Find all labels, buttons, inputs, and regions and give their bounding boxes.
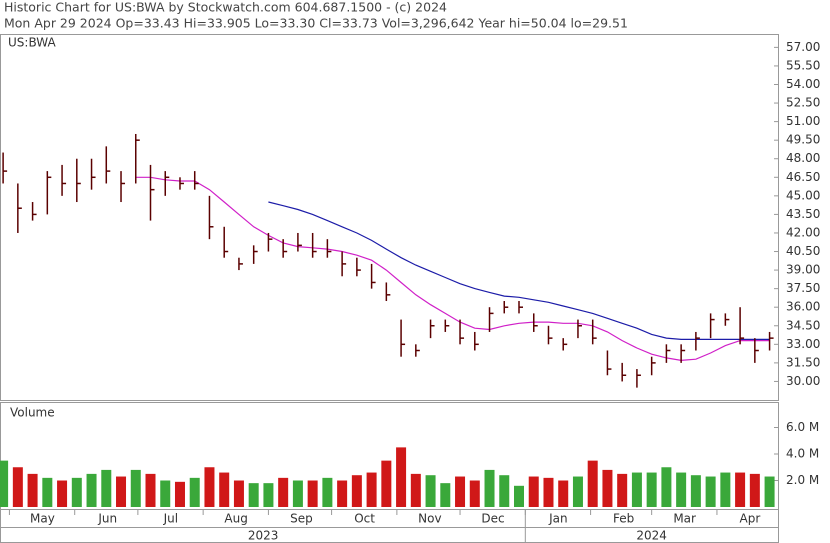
volume-bar [42,477,53,507]
volume-bar [189,477,200,507]
volume-bar [337,480,348,507]
symbol-label: US:BWA [8,36,56,50]
y-tick-label: 36.00 [786,300,820,314]
x-tick-label: Aug [224,512,247,526]
volume-bar [130,469,141,507]
volume-tick-label: 6.0 M [786,420,819,434]
x-tick-label: Jul [163,512,178,526]
volume-bar [12,467,23,507]
year-label: 2024 [636,529,667,543]
y-tick-label: 48.00 [786,151,820,165]
x-tick-label: Jun [97,512,117,526]
volume-bar [204,467,215,507]
volume-bar [351,475,362,507]
volume-bar [720,472,731,507]
y-tick-label: 46.50 [786,170,820,184]
volume-bar [116,476,127,507]
volume-bar [735,472,746,507]
volume-bar [27,473,38,507]
y-tick-label: 40.50 [786,244,820,258]
y-tick-label: 42.00 [786,225,820,239]
y-tick-label: 37.50 [786,281,820,295]
volume-bar [292,480,303,507]
volume-bar [86,473,97,507]
volume-bar [572,476,583,507]
volume-bar [381,460,392,507]
x-tick-label: Feb [613,512,634,526]
volume-bar [233,480,244,507]
moving-average [135,176,770,362]
x-tick-label: Dec [481,512,504,526]
volume-bar [145,473,156,507]
volume-tick-label: 4.0 M [786,447,819,461]
volume-bar [0,460,9,507]
x-tick-label: Jan [548,512,568,526]
volume-bar [749,473,760,507]
y-tick-label: 33.00 [786,337,820,351]
volume-bar [425,475,436,507]
volume-bar [57,480,68,507]
volume-bar [587,460,598,507]
y-tick-label: 55.50 [786,58,820,72]
x-tick-label: Nov [418,512,441,526]
x-tick-label: Apr [740,512,761,526]
volume-bar [499,475,510,507]
volume-bar [690,475,701,507]
volume-tick-label: 2.0 M [786,473,819,487]
volume-bar [366,472,377,507]
volume-bar [396,447,407,507]
y-tick-label: 39.00 [786,263,820,277]
volume-bar [410,473,421,507]
volume-bar [278,477,289,507]
y-tick-label: 54.00 [786,77,820,91]
volume-bar [705,476,716,507]
volume-bar [263,483,274,507]
y-tick-label: 45.00 [786,188,820,202]
volume-bar [219,472,230,507]
volume-bar [440,483,451,507]
y-tick-label: 51.00 [786,114,820,128]
x-tick-label: Oct [354,512,375,526]
volume-bar [248,483,259,507]
y-tick-label: 34.50 [786,318,820,332]
volume-bar [764,476,775,507]
y-tick-label: 52.50 [786,96,820,110]
volume-label: Volume [10,406,55,420]
moving-average [268,201,770,340]
volume-bar [160,480,171,507]
chart-subtitle: Mon Apr 29 2024 Op=33.43 Hi=33.905 Lo=33… [4,16,628,31]
volume-bar [631,472,642,507]
volume-bar [101,469,112,507]
y-tick-label: 49.50 [786,133,820,147]
year-label: 2023 [248,529,279,543]
volume-bar [514,485,524,507]
volume-bar [602,469,613,507]
volume-bar [455,476,466,507]
y-tick-label: 30.00 [786,374,820,388]
volume-bar [71,477,82,507]
price-panel [0,34,779,401]
volume-bar [322,477,333,507]
x-tick-label: May [30,512,55,526]
volume-bar [307,480,318,507]
volume-bar [646,472,657,507]
volume-bar [676,472,687,507]
volume-bar [543,477,554,507]
volume-bar [528,476,539,507]
volume-bar [661,467,672,507]
volume-bar [469,480,480,507]
y-tick-label: 43.50 [786,207,820,221]
volume-bar [484,469,495,507]
x-tick-label: Sep [290,512,313,526]
x-tick-label: Mar [673,512,696,526]
y-tick-label: 31.50 [786,355,820,369]
y-tick-label: 57.00 [786,40,820,54]
volume-bar [174,481,185,507]
volume-bar [558,480,569,507]
volume-bar [617,473,628,507]
chart-title: Historic Chart for US:BWA by Stockwatch.… [4,0,447,15]
